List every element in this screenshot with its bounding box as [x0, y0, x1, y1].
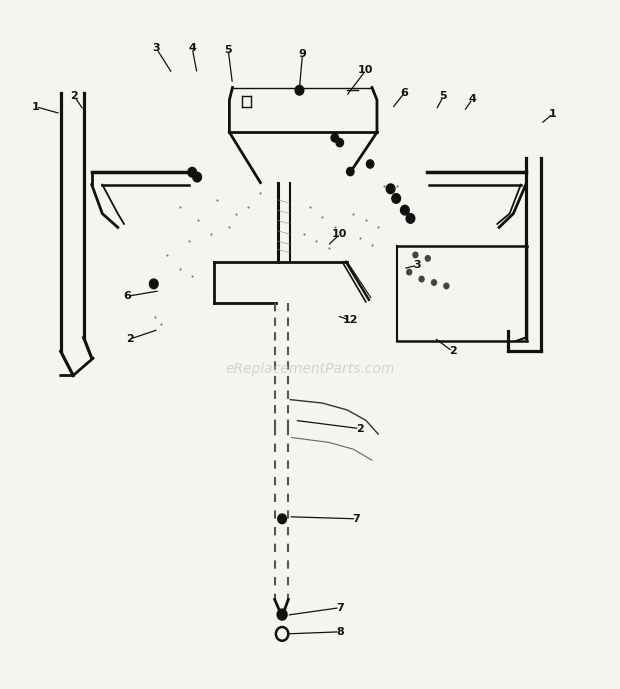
Text: 1: 1 [32, 102, 40, 112]
Text: 10: 10 [358, 65, 373, 75]
Circle shape [425, 256, 430, 261]
Circle shape [419, 276, 424, 282]
Circle shape [432, 280, 436, 285]
Text: 7: 7 [353, 514, 360, 524]
Text: 5: 5 [224, 45, 232, 54]
Text: 9: 9 [299, 49, 306, 59]
Text: 8: 8 [336, 627, 343, 637]
Text: eReplacementParts.com: eReplacementParts.com [225, 362, 395, 376]
Circle shape [401, 205, 409, 215]
Text: 5: 5 [440, 92, 447, 101]
Text: 2: 2 [71, 92, 78, 101]
Circle shape [407, 269, 412, 275]
Circle shape [331, 134, 339, 142]
Circle shape [347, 167, 354, 176]
Circle shape [386, 184, 395, 194]
Circle shape [149, 279, 158, 289]
Text: 3: 3 [414, 260, 421, 270]
Circle shape [278, 514, 286, 524]
Circle shape [193, 172, 202, 182]
Text: 3: 3 [153, 43, 160, 53]
Text: 2: 2 [449, 347, 456, 356]
Circle shape [336, 138, 343, 147]
Text: 6: 6 [401, 88, 408, 98]
Circle shape [277, 609, 287, 620]
Text: 7: 7 [336, 603, 343, 613]
Circle shape [392, 194, 401, 203]
Text: 2: 2 [126, 334, 134, 344]
Circle shape [295, 85, 304, 95]
Circle shape [366, 160, 374, 168]
Text: 6: 6 [123, 291, 131, 301]
Circle shape [444, 283, 449, 289]
Text: 4: 4 [188, 43, 196, 53]
Circle shape [406, 214, 415, 223]
Text: 2: 2 [356, 424, 363, 433]
Circle shape [413, 252, 418, 258]
Text: 4: 4 [469, 94, 476, 104]
Text: 10: 10 [332, 229, 347, 239]
Text: 12: 12 [342, 316, 358, 325]
Circle shape [188, 167, 197, 177]
Text: 1: 1 [549, 109, 557, 119]
